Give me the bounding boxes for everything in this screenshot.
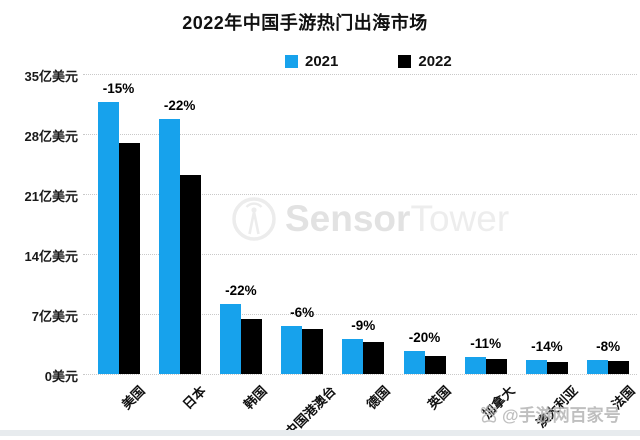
legend-item-2021: 2021 xyxy=(285,53,338,70)
legend-label-2021: 2021 xyxy=(305,53,339,70)
bottom-strip xyxy=(0,430,640,436)
gridline xyxy=(83,314,637,315)
x-axis-category-label: 英国 xyxy=(424,383,454,413)
bar-2021-3 xyxy=(219,303,241,374)
y-axis-tick-label: 21亿美元 xyxy=(24,189,78,204)
pct-change-label: -20% xyxy=(408,329,441,345)
bar-2021-5 xyxy=(342,338,364,374)
gridline xyxy=(83,134,637,135)
bar-2021-2 xyxy=(158,118,180,374)
sensortower-word-sensor: Sensor xyxy=(285,198,411,239)
legend: 2021 2022 xyxy=(285,53,452,70)
y-axis-tick-label: 0美元 xyxy=(44,369,78,384)
bar-2021-4 xyxy=(281,326,303,374)
bar-2022-6 xyxy=(424,355,446,374)
pct-change-label: -15% xyxy=(102,81,135,97)
x-axis-category-label: 德国 xyxy=(363,383,393,413)
gridline xyxy=(83,254,637,255)
sensortower-logo-icon xyxy=(232,197,276,241)
pct-change-label: -14% xyxy=(531,338,563,354)
sensortower-word-tower: Tower xyxy=(410,198,510,239)
y-axis-tick-label: 7亿美元 xyxy=(31,309,78,324)
pct-change-label: -11% xyxy=(470,335,502,351)
legend-item-2022: 2022 xyxy=(398,53,452,70)
bar-2021-6 xyxy=(403,350,425,374)
legend-swatch-2022 xyxy=(398,55,412,68)
x-axis-category-label: 日本 xyxy=(180,383,210,413)
gridline xyxy=(83,374,637,375)
pct-change-label: -6% xyxy=(290,305,315,320)
bar-2021-7 xyxy=(464,356,486,374)
pct-change-label: -22% xyxy=(225,282,257,298)
bar-2021-1 xyxy=(97,102,119,374)
bar-2022-2 xyxy=(179,175,201,374)
bar-2022-5 xyxy=(363,342,385,374)
gridline xyxy=(83,194,637,195)
y-axis-tick-label: 35亿美元 xyxy=(24,69,78,84)
pct-change-label: -22% xyxy=(163,97,196,113)
bar-2022-8 xyxy=(546,361,568,374)
bar-2022-3 xyxy=(240,319,262,374)
y-axis-tick-label: 28亿美元 xyxy=(24,129,78,144)
sensortower-watermark: SensorTower xyxy=(231,196,509,242)
bar-2022-7 xyxy=(485,358,507,374)
source-watermark: @手游网百家号 xyxy=(478,401,621,426)
pct-change-label: -8% xyxy=(596,339,621,355)
bar-2021-9 xyxy=(587,360,609,374)
pct-change-label: -9% xyxy=(351,317,376,333)
paw-icon xyxy=(480,404,498,423)
bar-2022-4 xyxy=(302,329,324,374)
legend-swatch-2021 xyxy=(285,55,298,68)
gridline xyxy=(83,74,637,75)
x-axis-category-label: 美国 xyxy=(118,383,148,413)
bar-2022-9 xyxy=(608,361,630,374)
y-axis-tick-label: 14亿美元 xyxy=(24,249,78,264)
x-axis-category-label: 韩国 xyxy=(241,383,271,413)
bar-2022-1 xyxy=(118,142,140,374)
sensortower-wordmark: SensorTower xyxy=(285,198,509,240)
source-watermark-text: @手游网百家号 xyxy=(502,406,621,425)
chart-title: 2022年中国手游热门出海市场 xyxy=(182,13,428,33)
legend-label-2022: 2022 xyxy=(418,53,452,70)
bar-2021-8 xyxy=(525,359,547,374)
